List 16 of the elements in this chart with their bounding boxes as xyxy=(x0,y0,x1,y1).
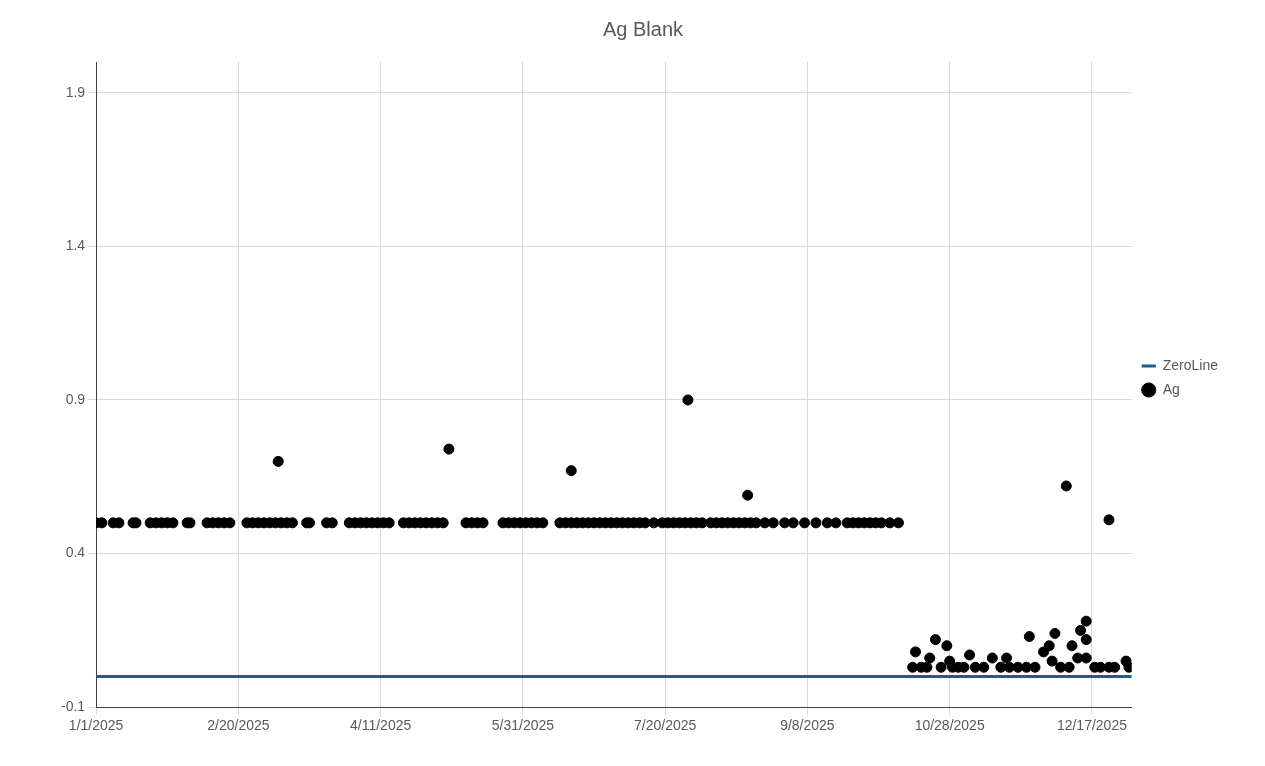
x-tick-label: 12/17/2025 xyxy=(1056,717,1128,734)
x-tick-label: 2/20/2025 xyxy=(207,717,270,734)
x-tick-label: 5/31/2025 xyxy=(491,717,555,734)
x-tick-label: 9/8/2025 xyxy=(780,717,835,734)
x-tick-label: 7/20/2025 xyxy=(634,717,697,734)
y-tick-label: 0.9 xyxy=(65,390,86,407)
y-tick-label: 1.4 xyxy=(65,237,86,254)
y-tick-label: 0.4 xyxy=(65,544,86,561)
x-tick-label: 1/1/2025 xyxy=(68,717,124,734)
y-tick-label: -0.1 xyxy=(61,698,86,715)
chart-title: Ag Blank xyxy=(602,17,685,40)
legend-label: ZeroLine xyxy=(1162,356,1219,373)
y-tick-label: 1.9 xyxy=(65,83,86,100)
legend-label: Ag xyxy=(1162,380,1180,397)
x-tick-label: 4/11/2025 xyxy=(350,717,412,734)
x-tick-label: 10/28/2025 xyxy=(914,717,985,734)
